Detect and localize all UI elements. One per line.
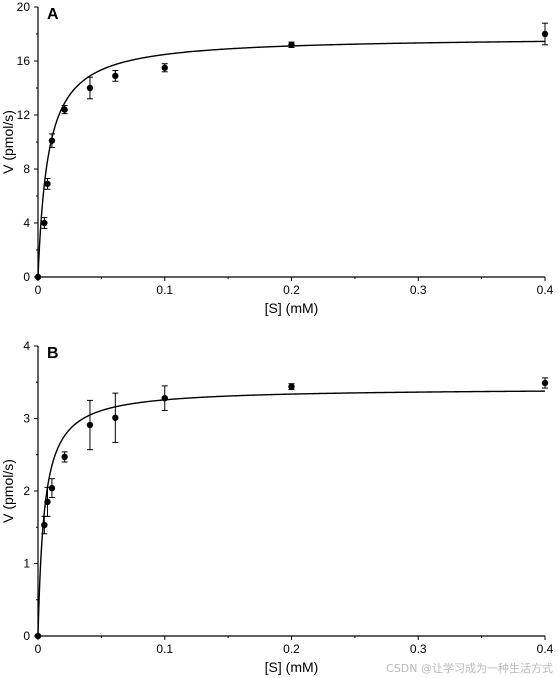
data-point (541, 379, 549, 387)
y-tick-label: 4 (23, 216, 30, 230)
x-axis-title: [S] (mM) (265, 300, 319, 316)
data-point (34, 632, 42, 640)
x-tick-label: 0 (35, 642, 42, 656)
x-tick-label: 0.1 (156, 642, 173, 656)
data-point (48, 137, 56, 144)
y-tick-label: 3 (23, 412, 30, 426)
x-tick-label: 0.3 (410, 642, 427, 656)
data-point (288, 41, 295, 48)
data-point (41, 219, 48, 227)
chart-panel-a: 0 4 8 12 16 20 0 0.1 0.2 0.3 0.4 [S] (mM) V (pmol/s)… (0, 0, 554, 316)
y-axis-title: V (pmol/s) (0, 459, 16, 523)
y-tick-label: 20 (17, 0, 31, 14)
data-point (44, 498, 51, 506)
panel-letter: A (47, 6, 59, 23)
y-tick-label: 16 (17, 54, 31, 68)
data-point (541, 30, 549, 38)
x-tick-label: 0 (35, 283, 42, 297)
x-axis-title: [S] (mM) (265, 659, 319, 675)
y-tick-label: 8 (23, 162, 30, 176)
data-point (61, 453, 68, 461)
y-tick-label: 4 (23, 339, 30, 353)
y-tick-label: 2 (23, 484, 30, 498)
y-tick-label: 0 (23, 270, 30, 284)
data-point (48, 484, 56, 492)
data-point (61, 106, 68, 113)
x-tick-label: 0.3 (410, 283, 427, 297)
y-tick-label: 0 (23, 629, 30, 643)
y-axis-title: V (pmol/s) (0, 110, 16, 174)
data-point (161, 395, 168, 402)
x-tick-label: 0.2 (283, 283, 300, 297)
watermark-text: CSDN @让学习成为一种生活方式 (386, 661, 553, 675)
data-point (161, 64, 168, 71)
chart-panel-b: 0 1 2 3 4 0 0.1 0.2 0.3 0.4 [S] (mM) V (pmol/s) B (0, 339, 554, 675)
x-tick-label: 0.2 (283, 642, 300, 656)
data-point (112, 414, 119, 421)
fit-curve (37, 390, 546, 636)
data-point (86, 421, 94, 429)
data-point (41, 521, 48, 529)
x-tick-label: 0.4 (537, 642, 554, 656)
data-point (288, 383, 295, 390)
data-point (44, 180, 51, 188)
panel-letter: B (47, 345, 59, 362)
x-tick-label: 0.4 (537, 283, 554, 297)
x-tick-label: 0.1 (156, 283, 173, 297)
data-point (112, 72, 119, 80)
y-tick-label: 12 (17, 108, 31, 122)
data-point (34, 273, 42, 281)
data-point (86, 84, 94, 92)
y-tick-label: 1 (23, 557, 30, 571)
